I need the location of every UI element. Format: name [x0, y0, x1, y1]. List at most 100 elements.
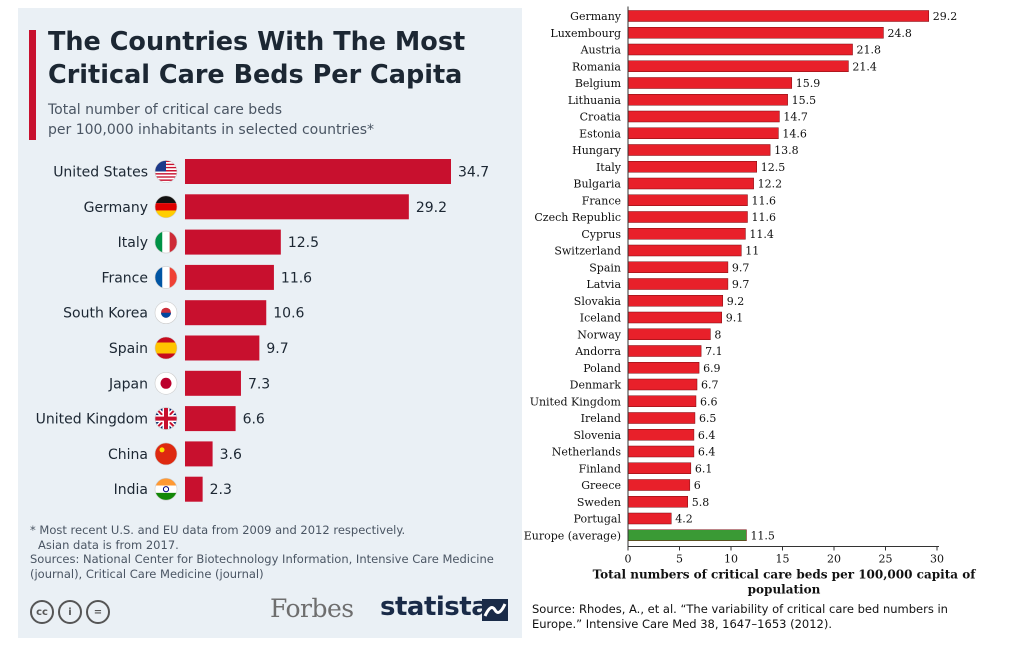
category-label-france: France — [101, 270, 148, 286]
eu-x-tick-label-25: 25 — [879, 553, 893, 566]
eu-x-tick-label-30: 30 — [930, 553, 944, 566]
title-accent-bar — [29, 30, 36, 140]
eu-value-label-norway: 8 — [714, 328, 721, 341]
eu-bar-belgium — [627, 77, 793, 89]
eu-value-label-belgium: 15.9 — [796, 77, 821, 90]
eu-value-label-estonia: 14.6 — [782, 127, 807, 140]
eu-bar-bulgaria — [627, 177, 754, 190]
eu-bar-croatia — [627, 110, 780, 123]
eu-bar-andorra — [627, 345, 702, 357]
footnote: * Most recent U.S. and EU data from 2009… — [30, 523, 515, 581]
category-label-south-korea: South Korea — [63, 306, 148, 322]
forbes-logo[interactable]: Forbes — [270, 594, 354, 623]
flag-icon-japan — [154, 371, 178, 395]
value-label-japan: 7.3 — [248, 376, 270, 392]
eu-bar-switzerland — [627, 244, 742, 257]
eu-category-label-latvia: Latvia — [586, 278, 621, 291]
eu-value-label-greece: 6 — [694, 479, 701, 492]
value-label-china: 3.6 — [220, 447, 242, 463]
eu-bar-hungary — [627, 144, 771, 156]
eu-value-label-romania: 21.4 — [852, 60, 877, 73]
eu-category-label-croatia: Croatia — [580, 111, 622, 124]
eu-category-label-sweden: Sweden — [577, 496, 621, 509]
eu-bar-netherlands — [627, 445, 695, 458]
eu-category-label-greece: Greece — [581, 479, 621, 492]
subtitle-line-1: Total number of critical care beds — [48, 102, 282, 118]
eu-bar-italy — [627, 161, 757, 173]
eu-bar-latvia — [627, 278, 729, 290]
eu-category-label-netherlands: Netherlands — [552, 446, 622, 459]
flag-icon-spain — [154, 336, 178, 360]
eu-category-label-finland: Finland — [579, 462, 621, 475]
eu-bar-czech-republic — [627, 211, 748, 223]
eu-bar-greece — [627, 479, 691, 491]
right-source-line-1: Source: Rhodes, A., et al. “The variabil… — [532, 602, 948, 616]
eu-value-label-united-kingdom: 6.6 — [700, 395, 718, 408]
statista-mark-icon — [482, 599, 508, 621]
eu-bar-france — [627, 194, 748, 206]
left-bar-chart: United States 34.7 Germany 29.2 Italy 12.5 Fra… — [36, 159, 489, 502]
eu-category-label-norway: Norway — [577, 328, 621, 341]
eu-category-label-lithuania: Lithuania — [568, 94, 622, 107]
eu-category-label-luxembourg: Luxembourg — [550, 27, 621, 40]
footnote-line-1: * Most recent U.S. and EU data from 2009… — [30, 523, 406, 537]
flag-icon-china — [154, 442, 178, 466]
sources-line-2: (journal), Critical Care Medicine (journ… — [30, 566, 264, 581]
eu-value-label-denmark: 6.7 — [701, 379, 719, 392]
eu-value-label-hungary: 13.8 — [774, 144, 799, 157]
eu-value-label-lithuania: 15.5 — [792, 94, 817, 107]
bar-united-states — [185, 159, 451, 184]
eu-category-label-slovenia: Slovenia — [573, 429, 621, 442]
value-label-france: 11.6 — [281, 270, 312, 286]
eu-x-tick-label-5: 5 — [676, 553, 683, 566]
eu-category-label-italy: Italy — [596, 161, 622, 174]
eu-value-label-switzerland: 11 — [745, 245, 759, 258]
eu-category-label-switzerland: Switzerland — [554, 245, 621, 258]
eu-value-label-latvia: 9.7 — [732, 278, 750, 291]
subtitle-line-2: per 100,000 inhabitants in selected coun… — [48, 122, 375, 138]
value-label-italy: 12.5 — [288, 235, 319, 251]
eu-value-label-cyprus: 11.4 — [749, 228, 774, 241]
value-label-germany: 29.2 — [416, 200, 447, 216]
eu-category-label-austria: Austria — [580, 44, 622, 57]
eu-value-label-bulgaria: 12.2 — [758, 178, 783, 191]
category-label-japan: Japan — [108, 376, 148, 392]
eu-category-label-cyprus: Cyprus — [581, 228, 621, 241]
eu-value-label-italy: 12.5 — [761, 161, 786, 174]
category-label-china: China — [108, 447, 148, 463]
eu-category-label-bulgaria: Bulgaria — [573, 178, 621, 191]
eu-value-label-spain: 9.7 — [732, 261, 750, 274]
statista-logo[interactable]: statista — [380, 592, 489, 622]
flag-icon-france — [154, 266, 178, 289]
bar-france — [185, 264, 274, 290]
bar-india — [185, 476, 203, 502]
category-label-spain: Spain — [109, 341, 148, 357]
flag-icon-italy — [154, 230, 178, 254]
attribution-icon[interactable]: i — [58, 600, 82, 624]
eu-bar-ireland — [627, 412, 696, 424]
value-label-united-kingdom: 6.6 — [243, 412, 265, 428]
bar-spain — [185, 335, 260, 361]
flag-icon-india — [154, 477, 178, 501]
flag-icon-united-states — [154, 160, 178, 183]
flag-icon-united-kingdom — [154, 407, 178, 430]
bar-japan — [185, 370, 241, 396]
eu-bar-finland — [627, 462, 692, 474]
sources-line-1: Sources: National Center for Biotechnolo… — [30, 552, 494, 566]
eu-bar-poland — [627, 362, 700, 374]
eu-category-label-portugal: Portugal — [574, 513, 622, 526]
eu-value-label-germany: 29.2 — [933, 10, 958, 23]
value-label-south-korea: 10.6 — [273, 306, 304, 322]
no-derivatives-icon[interactable]: = — [86, 600, 110, 624]
eu-value-label-portugal: 4.2 — [675, 513, 693, 526]
eu-value-label-slovenia: 6.4 — [698, 429, 716, 442]
eu-value-label-slovakia: 9.2 — [727, 295, 745, 308]
eu-category-label-belgium: Belgium — [575, 77, 622, 90]
eu-value-label-iceland: 9.1 — [726, 312, 744, 325]
creative-commons-icon[interactable]: cc — [30, 600, 54, 624]
flag-icons — [154, 160, 178, 501]
eu-category-label-ireland: Ireland — [581, 412, 621, 425]
bar-united-kingdom — [185, 406, 236, 432]
eu-x-tick-label-15: 15 — [776, 553, 790, 566]
eu-value-label-ireland: 6.5 — [699, 412, 717, 425]
